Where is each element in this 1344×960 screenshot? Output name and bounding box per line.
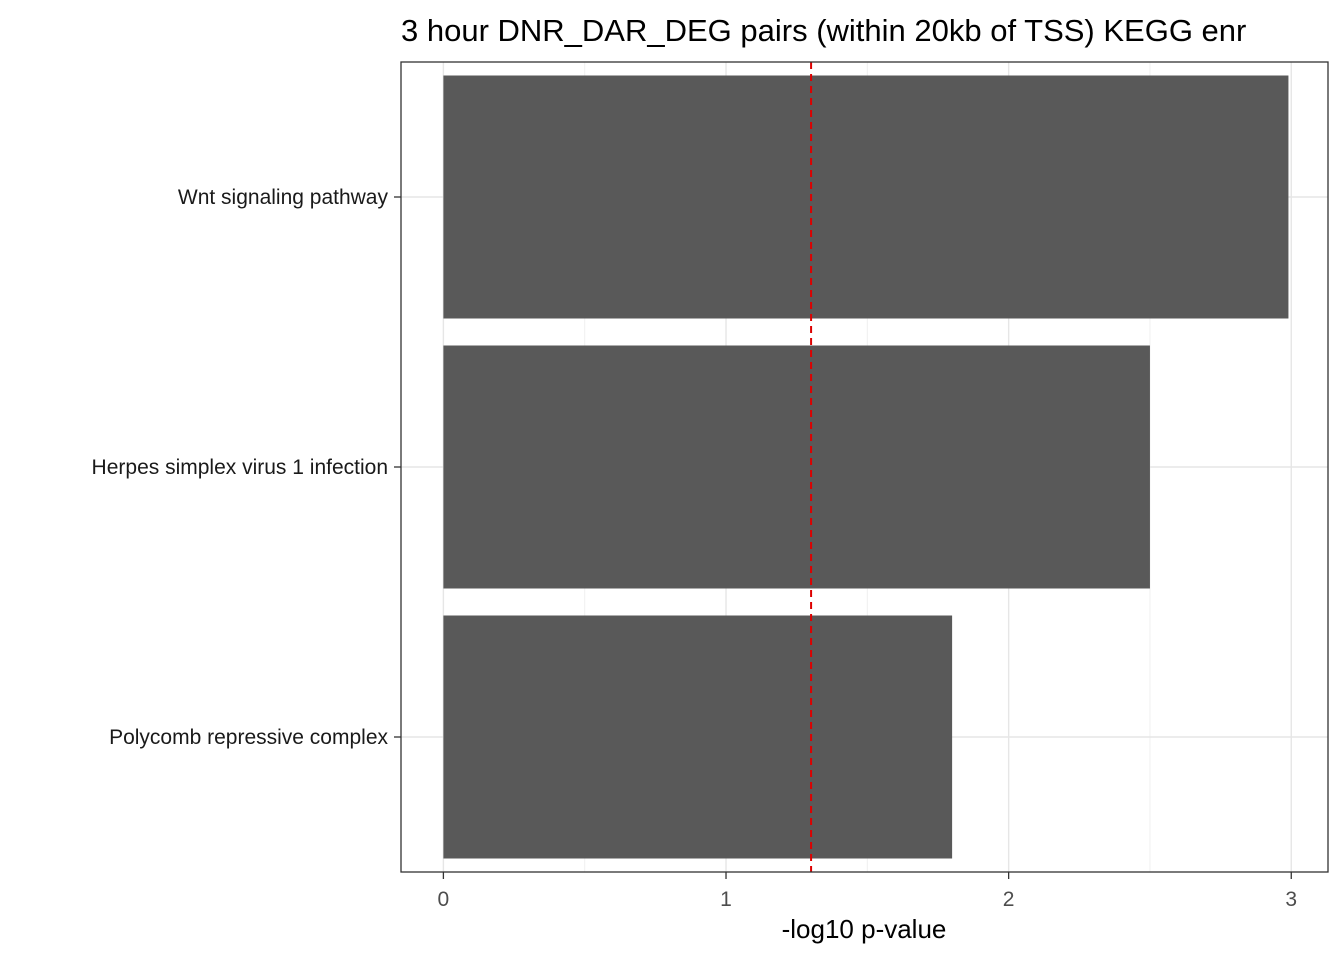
x-tick-label: 3 [1285,888,1297,911]
y-axis: Wnt signaling pathway Herpes simplex viru… [92,186,401,749]
category-label: Herpes simplex virus 1 infection [92,456,388,479]
bars [443,75,1289,859]
x-axis: 0 1 2 3 [438,872,1297,911]
bar [443,345,1150,589]
category-label: Wnt signaling pathway [178,186,389,209]
category-label: Polycomb repressive complex [109,726,388,749]
x-axis-title: -log10 p-value [782,914,947,944]
x-tick-label: 1 [720,888,732,911]
bar [443,615,953,859]
x-tick-label: 2 [1003,888,1015,911]
bar [443,75,1289,319]
x-tick-label: 0 [438,888,450,911]
chart-title: 3 hour DNR_DAR_DEG pairs (within 20kb of… [401,13,1246,48]
